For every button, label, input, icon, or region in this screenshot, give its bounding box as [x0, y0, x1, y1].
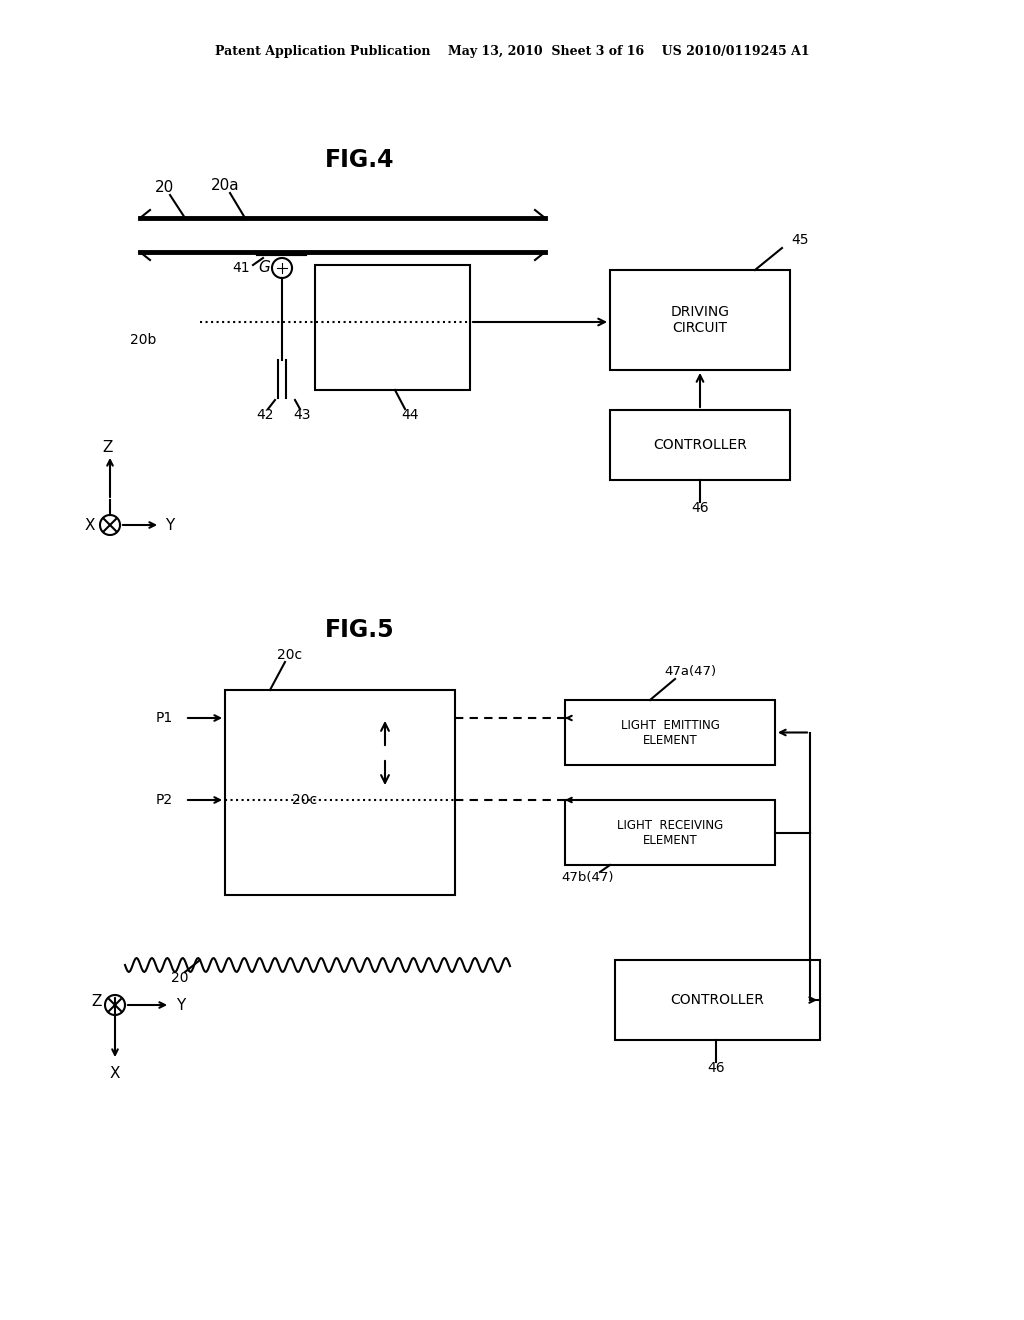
Text: 44: 44 — [401, 408, 419, 422]
Text: 45: 45 — [792, 234, 809, 247]
Text: 42: 42 — [256, 408, 273, 422]
Bar — [565, 700, 775, 766]
Text: G: G — [258, 260, 270, 276]
Text: 43: 43 — [293, 408, 310, 422]
Bar — [610, 271, 790, 370]
Text: Y: Y — [165, 517, 175, 532]
Text: P1: P1 — [156, 711, 173, 725]
Text: LIGHT  EMITTING: LIGHT EMITTING — [621, 719, 720, 733]
Text: 20c: 20c — [293, 793, 317, 807]
Text: CONTROLLER: CONTROLLER — [653, 438, 746, 451]
Text: X: X — [110, 1065, 120, 1081]
Text: 46: 46 — [708, 1061, 725, 1074]
Text: Patent Application Publication    May 13, 2010  Sheet 3 of 16    US 2010/0119245: Patent Application Publication May 13, 2… — [215, 45, 809, 58]
Bar — [610, 411, 790, 480]
Text: Y: Y — [176, 998, 185, 1012]
Text: FIG.5: FIG.5 — [326, 618, 395, 642]
Text: FIG.4: FIG.4 — [326, 148, 394, 172]
Text: 47b(47): 47b(47) — [562, 871, 614, 884]
Text: ELEMENT: ELEMENT — [643, 734, 697, 747]
Text: 20b: 20b — [130, 333, 157, 347]
Bar — [225, 690, 455, 895]
Text: 20a: 20a — [211, 177, 240, 193]
Text: ELEMENT: ELEMENT — [643, 834, 697, 847]
Text: 46: 46 — [691, 502, 709, 515]
Text: 41: 41 — [232, 261, 250, 275]
Text: 47a(47): 47a(47) — [664, 665, 716, 678]
Text: 20: 20 — [171, 972, 188, 985]
Bar — [315, 265, 470, 389]
Text: 20: 20 — [156, 181, 175, 195]
Text: Z: Z — [92, 994, 102, 1010]
Text: Z: Z — [102, 441, 114, 455]
Text: 20c: 20c — [278, 648, 302, 663]
Text: P2: P2 — [156, 793, 173, 807]
Bar — [615, 960, 820, 1040]
Bar — [565, 800, 775, 865]
Text: LIGHT  RECEIVING: LIGHT RECEIVING — [616, 818, 723, 832]
Text: CIRCUIT: CIRCUIT — [673, 321, 727, 335]
Text: DRIVING: DRIVING — [671, 305, 729, 319]
Text: X: X — [85, 517, 95, 532]
Text: CONTROLLER: CONTROLLER — [671, 993, 765, 1007]
